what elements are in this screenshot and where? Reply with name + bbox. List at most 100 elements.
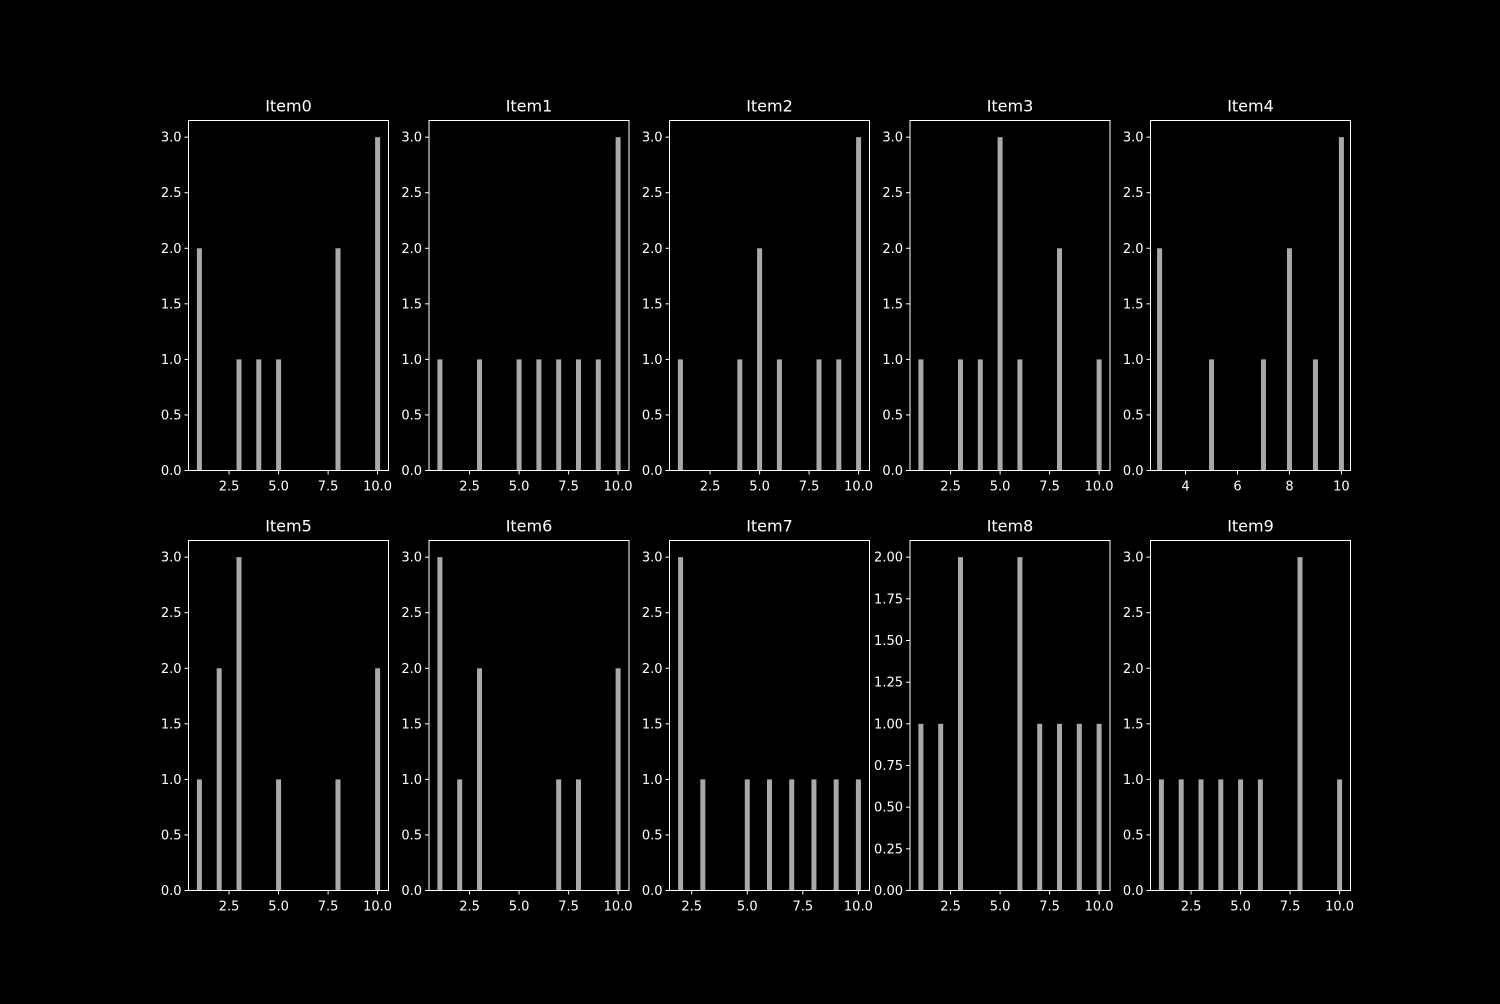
y-tick-label: 1.0 bbox=[401, 353, 422, 368]
bar bbox=[776, 359, 782, 471]
bar bbox=[437, 359, 443, 471]
x-tick-label: 10.0 bbox=[1085, 900, 1114, 915]
panel-title: Item1 bbox=[506, 97, 553, 116]
x-tick-label: 10.0 bbox=[1085, 480, 1114, 495]
bar bbox=[216, 668, 222, 891]
y-tick-label: 0.5 bbox=[642, 408, 663, 423]
panel-title: Item9 bbox=[1227, 517, 1274, 536]
bar bbox=[918, 359, 924, 471]
x-tick-label: 5.0 bbox=[509, 480, 530, 495]
bar bbox=[335, 248, 341, 471]
y-tick-label: 0.0 bbox=[642, 884, 663, 899]
bar bbox=[595, 359, 601, 471]
axes-frame bbox=[1150, 540, 1351, 891]
y-tick-label: 3.0 bbox=[642, 131, 663, 146]
y-tick-label: 2.0 bbox=[1123, 662, 1144, 677]
x-tick-label: 2.5 bbox=[219, 480, 240, 495]
x-tick-label: 10.0 bbox=[363, 480, 392, 495]
bar bbox=[375, 668, 381, 891]
bar bbox=[276, 779, 282, 891]
x-tick-label: 7.5 bbox=[792, 900, 813, 915]
y-tick-label: 1.0 bbox=[161, 773, 182, 788]
x-tick-label: 5.0 bbox=[268, 480, 289, 495]
x-tick-label: 7.5 bbox=[558, 900, 579, 915]
y-tick-label: 0.5 bbox=[161, 828, 182, 843]
bar bbox=[958, 557, 963, 891]
bar bbox=[477, 668, 482, 891]
panel-title: Item4 bbox=[1227, 97, 1274, 116]
panel-item0: 0.0 0.5 1.0 1.5 2.0 2.5 3.0 2.5 5.0 7.5 10.0 Item0 bbox=[161, 97, 392, 495]
bar bbox=[256, 359, 262, 471]
bar bbox=[678, 557, 684, 891]
bar bbox=[1198, 779, 1204, 891]
x-tick-label: 7.5 bbox=[558, 480, 579, 495]
x-tick-label: 10.0 bbox=[604, 480, 633, 495]
bar bbox=[700, 779, 706, 891]
y-tick-label: 0.00 bbox=[874, 884, 903, 899]
panel-item7: 0.0 0.5 1.0 1.5 2.0 2.5 3.0 2.5 5.0 7.5 10.0 Item7 bbox=[642, 517, 873, 915]
bar bbox=[576, 359, 581, 471]
panel-item2: 0.0 0.5 1.0 1.5 2.0 2.5 3.0 2.5 5.0 7.5 10.0 Item2 bbox=[642, 97, 873, 495]
bar bbox=[811, 779, 817, 891]
x-tick-label: 5.0 bbox=[737, 900, 758, 915]
bar bbox=[1096, 359, 1102, 471]
y-tick-label: 3.0 bbox=[642, 551, 663, 566]
y-tick-label: 3.0 bbox=[882, 131, 903, 146]
y-tick-label: 0.25 bbox=[874, 842, 903, 857]
bar bbox=[1257, 779, 1263, 891]
panel-item5: 0.0 0.5 1.0 1.5 2.0 2.5 3.0 2.5 5.0 7.5 10.0 Item5 bbox=[161, 517, 392, 915]
bar bbox=[236, 557, 242, 891]
x-tick-label: 2.5 bbox=[700, 480, 721, 495]
bar bbox=[196, 248, 202, 471]
y-tick-label: 1.50 bbox=[874, 634, 903, 649]
bar bbox=[1337, 779, 1343, 891]
x-tick-label: 10.0 bbox=[844, 900, 873, 915]
y-tick-label: 1.0 bbox=[401, 773, 422, 788]
y-tick-label: 0.5 bbox=[1123, 828, 1144, 843]
y-tick-label: 2.5 bbox=[1123, 186, 1144, 201]
axes-frame bbox=[669, 540, 870, 891]
y-tick-label: 1.25 bbox=[874, 676, 903, 691]
y-tick-label: 0.0 bbox=[161, 884, 182, 899]
y-tick-label: 0.0 bbox=[1123, 884, 1144, 899]
x-tick-label: 7.5 bbox=[1039, 900, 1060, 915]
panel-item4: 0.0 0.5 1.0 1.5 2.0 2.5 3.0 4 6 8 10 Item4 bbox=[1123, 97, 1351, 495]
y-tick-label: 0.5 bbox=[161, 408, 182, 423]
x-tick-label: 2.5 bbox=[219, 900, 240, 915]
x-tick-label: 10.0 bbox=[363, 900, 392, 915]
bar bbox=[1238, 779, 1244, 891]
axes-frame bbox=[909, 120, 1111, 471]
x-tick-label: 7.5 bbox=[318, 480, 339, 495]
bar bbox=[938, 723, 944, 891]
bar bbox=[918, 723, 924, 891]
y-tick-label: 1.5 bbox=[642, 717, 663, 732]
bar bbox=[236, 359, 242, 471]
x-tick-label: 4 bbox=[1181, 480, 1189, 495]
panel-title: Item3 bbox=[987, 97, 1034, 116]
y-tick-label: 1.00 bbox=[874, 717, 903, 732]
panel-item9: 0.0 0.5 1.0 1.5 2.0 2.5 3.0 2.5 5.0 7.5 10.0 Item9 bbox=[1123, 517, 1354, 915]
y-tick-label: 0.5 bbox=[401, 408, 422, 423]
panel-title: Item2 bbox=[746, 97, 793, 116]
y-tick-label: 3.0 bbox=[1123, 131, 1144, 146]
axes-frame bbox=[428, 540, 630, 891]
bar bbox=[437, 557, 443, 891]
y-tick-label: 2.5 bbox=[161, 186, 182, 201]
y-tick-label: 0.5 bbox=[882, 408, 903, 423]
bar bbox=[856, 137, 862, 471]
y-tick-label: 2.0 bbox=[1123, 242, 1144, 257]
bar bbox=[1017, 359, 1023, 471]
y-tick-label: 2.0 bbox=[161, 242, 182, 257]
axes-frame bbox=[909, 540, 1111, 891]
panel-title: Item5 bbox=[265, 517, 312, 536]
bar bbox=[1286, 248, 1292, 471]
panel-item1: 0.0 0.5 1.0 1.5 2.0 2.5 3.0 2.5 5.0 7.5 10.0 Item1 bbox=[401, 97, 632, 495]
x-tick-label: 2.5 bbox=[459, 900, 480, 915]
x-tick-label: 2.5 bbox=[940, 900, 961, 915]
bar bbox=[744, 779, 750, 891]
y-tick-label: 1.0 bbox=[161, 353, 182, 368]
y-tick-label: 3.0 bbox=[401, 551, 422, 566]
panel-item8: 0.00 0.25 0.50 0.75 1.00 1.25 1.50 1.75 2.00 2.5 5… bbox=[874, 517, 1114, 915]
y-tick-label: 0.0 bbox=[642, 464, 663, 479]
